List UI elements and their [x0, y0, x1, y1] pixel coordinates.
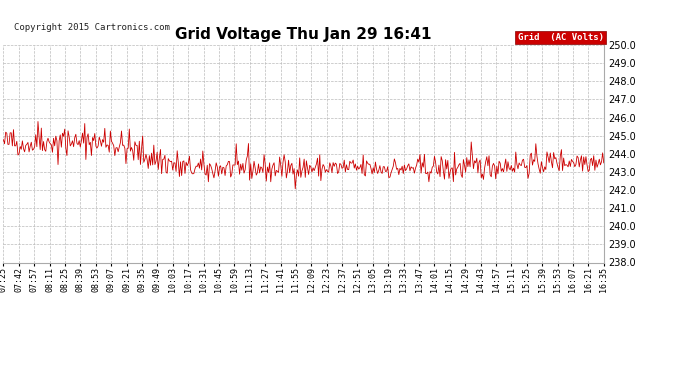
Text: Copyright 2015 Cartronics.com: Copyright 2015 Cartronics.com	[14, 22, 170, 32]
Title: Grid Voltage Thu Jan 29 16:41: Grid Voltage Thu Jan 29 16:41	[175, 27, 432, 42]
Text: Grid  (AC Volts): Grid (AC Volts)	[518, 33, 604, 42]
